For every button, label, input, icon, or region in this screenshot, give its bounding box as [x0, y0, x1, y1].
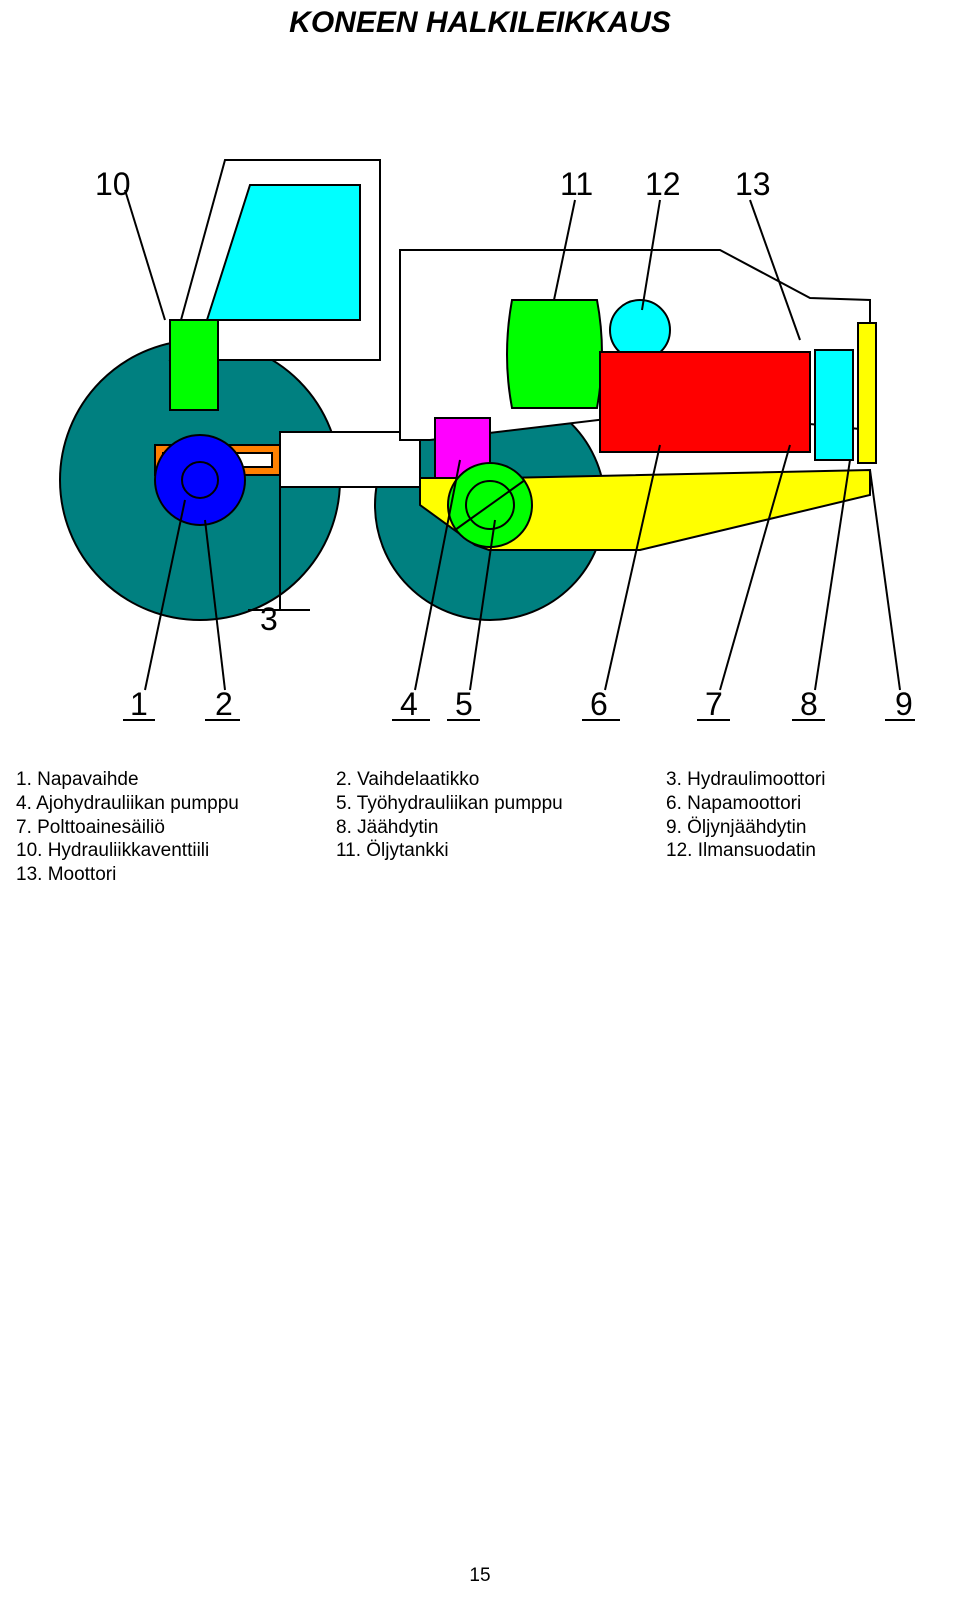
page-title: KONEEN HALKILEIKKAUS	[0, 0, 960, 40]
legend-row: 7. Polttoainesäiliö 8. Jäähdytin 9. Öljy…	[16, 816, 960, 840]
svg-text:8: 8	[800, 686, 818, 722]
svg-text:9: 9	[895, 686, 913, 722]
legend-table: 1. Napavaihde 2. Vaihdelaatikko 3. Hydra…	[16, 768, 960, 887]
svg-text:5: 5	[455, 686, 473, 722]
legend-cell: 9. Öljynjäähdytin	[666, 816, 926, 840]
svg-text:7: 7	[705, 686, 723, 722]
legend-cell: 7. Polttoainesäiliö	[16, 816, 336, 840]
legend-row: 1. Napavaihde 2. Vaihdelaatikko 3. Hydra…	[16, 768, 960, 792]
svg-text:11: 11	[560, 166, 593, 202]
legend-cell: 6. Napamoottori	[666, 792, 926, 816]
legend-cell: 2. Vaihdelaatikko	[336, 768, 666, 792]
svg-text:12: 12	[645, 166, 681, 202]
legend-row: 10. Hydrauliikkaventtiili11. Öljytankki1…	[16, 839, 960, 863]
legend-cell: 11. Öljytankki	[336, 839, 666, 863]
page-number: 15	[0, 1565, 960, 1587]
svg-text:10: 10	[95, 166, 131, 202]
legend-row: 4. Ajohydrauliikan pumppu 5. Työhydrauli…	[16, 792, 960, 816]
legend-cell: 5. Työhydrauliikan pumppu	[336, 792, 666, 816]
legend-cell: 13. Moottori	[16, 863, 336, 887]
legend-cell: 8. Jäähdytin	[336, 816, 666, 840]
legend-cell: 1. Napavaihde	[16, 768, 336, 792]
svg-text:13: 13	[735, 166, 771, 202]
svg-text:6: 6	[590, 686, 608, 722]
legend-row: 13. Moottori	[16, 863, 960, 887]
legend-cell: 3. Hydraulimoottori	[666, 768, 926, 792]
svg-text:2: 2	[215, 686, 233, 722]
legend-cell: 10. Hydrauliikkaventtiili	[16, 839, 336, 863]
svg-text:4: 4	[400, 686, 418, 722]
legend-cell: 12. Ilmansuodatin	[666, 839, 926, 863]
svg-text:3: 3	[260, 601, 278, 637]
cutaway-diagram: 10111213124567893	[0, 40, 960, 760]
svg-text:1: 1	[130, 686, 148, 722]
legend-cell: 4. Ajohydrauliikan pumppu	[16, 792, 336, 816]
